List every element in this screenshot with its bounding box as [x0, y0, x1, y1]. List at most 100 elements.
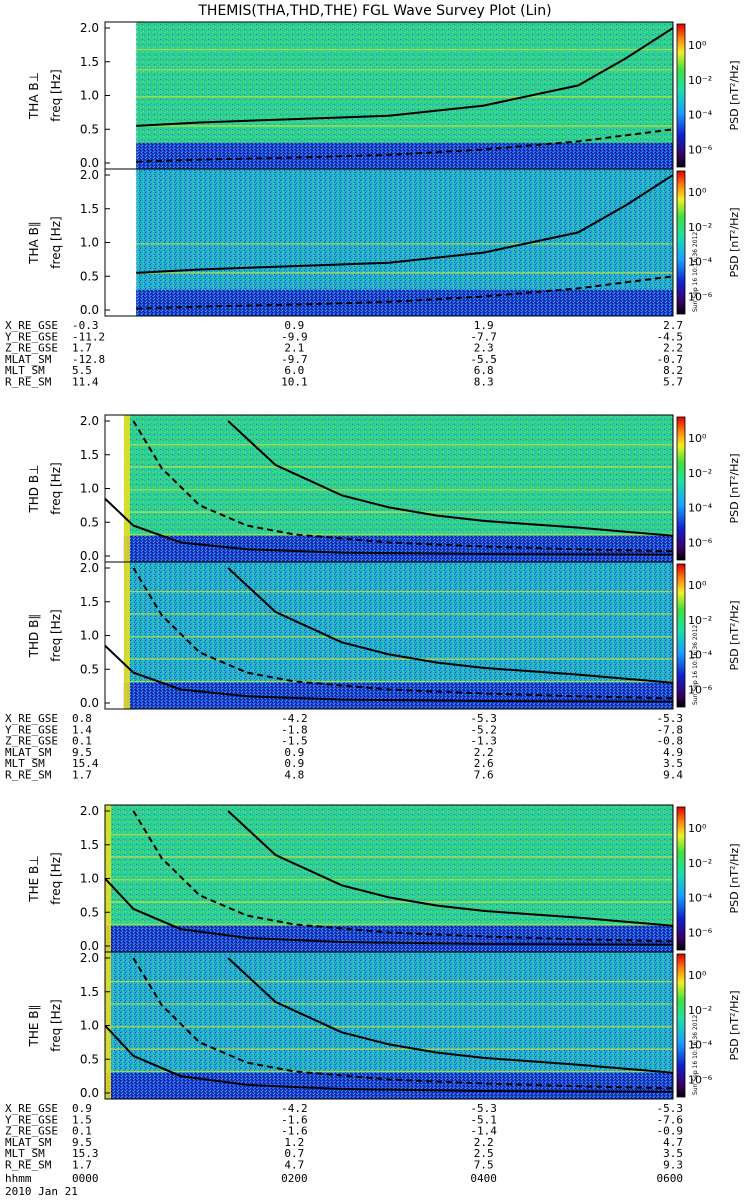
colorbar-tick-label: 10⁻²: [688, 1004, 712, 1017]
ephemeris-value: -12.8: [72, 353, 105, 366]
freq-axis-label: freq [Hz]: [49, 609, 63, 661]
time-tick-label: 0200: [281, 1172, 308, 1185]
colorbar-tick-label: 10⁻⁴: [688, 892, 713, 905]
dashed-curve: [132, 957, 674, 1090]
dashed-curve: [136, 275, 674, 310]
ephemeris-name: MLAT_SM: [5, 1136, 52, 1149]
colorbar-label: PSD [nT²/Hz]: [728, 600, 741, 670]
y-tick-label: 2.0: [80, 951, 99, 965]
ephemeris-value: -0.7: [657, 353, 684, 366]
ephemeris-value: -5.2: [470, 723, 497, 736]
y-tick-label: 1.0: [80, 872, 99, 886]
colorbar-tick-label: 10⁰: [688, 186, 707, 199]
ephemeris-value: -5.3: [470, 1102, 497, 1115]
ephemeris-name: R_RE_SM: [5, 769, 52, 782]
time-axis-date: 2010 Jan 21: [5, 1185, 78, 1198]
figure-title: THEMIS(THA,THD,THE) FGL Wave Survey Plot…: [197, 3, 551, 19]
panel-label: THD B⊥: [27, 464, 41, 513]
ephemeris-value: 0.9: [284, 746, 304, 759]
gyro-curve-secondary: [104, 497, 674, 556]
y-tick-label: 1.0: [80, 629, 99, 643]
dashed-curve: [132, 420, 674, 553]
panel-label: THE B∥: [27, 1005, 41, 1048]
spectrogram-panel: 0.0 0.5 1.0 1.5 2.0 THA B∥ freq [Hz] 10⁰ 10⁻² 10⁻…: [27, 168, 741, 317]
dashed-curve: [132, 810, 674, 943]
ephemeris-value: -9.7: [281, 353, 308, 366]
colorbar: [676, 416, 686, 561]
ephemeris-value: -7.6: [657, 1113, 684, 1126]
freq-axis-label: freq [Hz]: [49, 462, 63, 514]
y-tick-label: 2.0: [80, 804, 99, 818]
colorbar-tick-label: 10⁻⁴: [688, 649, 713, 662]
gyro-curve-secondary: [104, 877, 674, 946]
ephemeris-value: -1.4: [470, 1125, 497, 1138]
ephemeris-value: 0.7: [284, 1147, 304, 1160]
ephemeris-value: -7.8: [657, 723, 684, 736]
ephemeris-value: 0.1: [72, 1125, 92, 1138]
ephemeris-value: 4.8: [284, 769, 304, 782]
colorbar: [676, 170, 686, 315]
colorbar-tick-label: 10⁻⁴: [688, 256, 713, 269]
ephemeris-name: R_RE_SM: [5, 1159, 52, 1172]
ephemeris-value: -5.1: [470, 1113, 497, 1126]
ephemeris-value: 2.6: [474, 757, 494, 770]
solid-curve: [136, 27, 674, 127]
data-start-band: [123, 415, 130, 562]
ephemeris-name: Y_RE_GSE: [5, 1113, 58, 1126]
y-tick-label: 0.0: [80, 939, 99, 953]
ephemeris-value: 0.9: [284, 757, 304, 770]
ephemeris-value: 1.7: [72, 769, 92, 782]
ephemeris-value: -11.2: [72, 330, 105, 343]
ephemeris-value: -7.7: [470, 330, 497, 343]
generation-stamp: Sun Sep 16 10:16:36 2012: [692, 1015, 699, 1095]
colorbar: [676, 563, 686, 708]
colorbar-tick-label: 10⁻⁶: [688, 1074, 713, 1087]
time-tick-label: 0400: [470, 1172, 497, 1185]
ephemeris-value: 15.3: [72, 1147, 99, 1160]
solid-curve: [227, 420, 674, 537]
colorbar-tick-label: 10⁻⁶: [688, 144, 713, 157]
ephemeris-value: 10.1: [281, 376, 308, 389]
freq-axis-label: freq [Hz]: [49, 852, 63, 904]
colorbar-tick-label: 10⁻²: [688, 221, 712, 234]
ephemeris-name: X_RE_GSE: [5, 1102, 58, 1115]
ephemeris-name: MLAT_SM: [5, 746, 52, 759]
freq-axis-label: freq [Hz]: [49, 999, 63, 1051]
y-tick-label: 1.5: [80, 838, 99, 852]
ephemeris-value: -1.5: [281, 735, 308, 748]
y-tick-label: 0.0: [80, 303, 99, 317]
probe-group-thd: 0.0 0.5 1.0 1.5 2.0 THD B⊥ freq [Hz] 10⁰ 10⁻² 10⁻…: [5, 414, 741, 782]
colorbar-tick-label: 10⁻²: [688, 467, 712, 480]
ephemeris-value: -5.3: [657, 712, 684, 725]
ephemeris-value: 4.9: [663, 746, 683, 759]
ephemeris-value: 1.4: [72, 723, 92, 736]
ephemeris-value: 3.5: [663, 757, 683, 770]
ephemeris-name: Z_RE_GSE: [5, 1125, 58, 1138]
y-tick-label: 0.0: [80, 156, 99, 170]
ephemeris-name: R_RE_SM: [5, 376, 52, 389]
low-frequency-band: [136, 142, 674, 169]
time-tick-label: 0000: [72, 1172, 99, 1185]
ephemeris-value: -1.8: [281, 723, 308, 736]
spectrogram-panel: 0.0 0.5 1.0 1.5 2.0 THE B∥ freq [Hz] 10⁰ 10⁻² 10⁻…: [27, 951, 741, 1100]
ephemeris-value: 0.1: [72, 735, 92, 748]
ephemeris-value: 2.2: [474, 1136, 494, 1149]
colorbar-tick-label: 10⁻²: [688, 74, 712, 87]
ephemeris-value: 1.7: [72, 342, 92, 355]
panel-label: THD B∥: [27, 614, 41, 659]
y-tick-label: 1.5: [80, 595, 99, 609]
y-tick-label: 0.5: [80, 122, 99, 136]
colorbar-label: PSD [nT²/Hz]: [728, 990, 741, 1060]
ephemeris-value: 2.3: [474, 342, 494, 355]
y-tick-label: 0.0: [80, 1086, 99, 1100]
colorbar: [676, 806, 686, 951]
colorbar-tick-label: 10⁰: [688, 579, 707, 592]
dashed-curve: [132, 567, 674, 700]
ephemeris-value: 6.8: [474, 364, 494, 377]
dashed-curve: [136, 128, 674, 163]
colorbar-tick-label: 10⁻⁴: [688, 502, 713, 515]
ephemeris-value: 5.5: [72, 364, 92, 377]
ephemeris-value: 2.7: [663, 319, 683, 332]
y-tick-label: 2.0: [80, 414, 99, 428]
ephemeris-value: -0.8: [657, 735, 684, 748]
